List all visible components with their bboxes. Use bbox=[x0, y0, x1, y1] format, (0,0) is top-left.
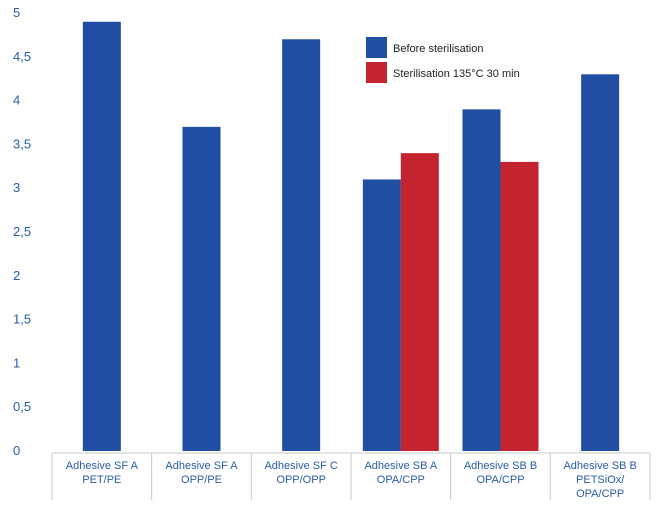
y-tick-label: 1 bbox=[13, 355, 20, 370]
y-tick-label: 0 bbox=[13, 443, 20, 458]
legend: Before sterilisation Sterilisation 135°C … bbox=[366, 37, 520, 83]
y-tick-label: 5 bbox=[13, 5, 20, 20]
y-tick-label: 0,5 bbox=[13, 399, 31, 414]
y-tick-label: 1,5 bbox=[13, 312, 31, 327]
x-category-label: Adhesive SF C OPP/OPP bbox=[264, 460, 337, 486]
x-category-label: Adhesive SB B PETSiOx/OPA/CPP bbox=[563, 460, 636, 500]
y-tick-label: 3 bbox=[13, 180, 20, 195]
bar-before-3 bbox=[282, 39, 321, 451]
y-tick-label: 2 bbox=[13, 268, 20, 283]
category-separators bbox=[51, 452, 651, 500]
bar-before-1 bbox=[82, 21, 121, 451]
bar-sterilised-5 bbox=[500, 161, 539, 452]
bar-sterilised-4 bbox=[400, 153, 439, 451]
bar-before-4 bbox=[362, 179, 401, 451]
x-category-label: Adhesive SF A OPP/PE bbox=[165, 460, 238, 486]
bar-before-2 bbox=[182, 126, 221, 451]
x-category-label: Adhesive SB A OPA/CPP bbox=[364, 460, 437, 486]
y-tick-label: 2,5 bbox=[13, 224, 31, 239]
x-axis-labels: Adhesive SF A PET/PE Adhesive SF A OPP/PE Ad… bbox=[66, 460, 637, 500]
y-tick-label: 4,5 bbox=[13, 49, 31, 64]
bars bbox=[82, 21, 620, 452]
y-tick-label: 4 bbox=[13, 93, 20, 108]
bar-before-6 bbox=[581, 74, 620, 451]
legend-label: Sterilisation 135°C 30 min bbox=[393, 68, 520, 80]
x-category-label: Adhesive SF A PET/PE bbox=[66, 460, 139, 486]
bar-before-5 bbox=[462, 109, 501, 452]
y-tick-label: 3,5 bbox=[13, 136, 31, 151]
legend-swatch bbox=[366, 37, 387, 58]
legend-swatch bbox=[366, 62, 387, 83]
legend-label: Before sterilisation bbox=[393, 43, 484, 55]
y-axis-ticks: 0 0,5 1 1,5 2 2,5 3 3,5 4 4,5 5 bbox=[13, 5, 31, 458]
x-category-label: Adhesive SB B OPA/CPP bbox=[464, 460, 537, 486]
